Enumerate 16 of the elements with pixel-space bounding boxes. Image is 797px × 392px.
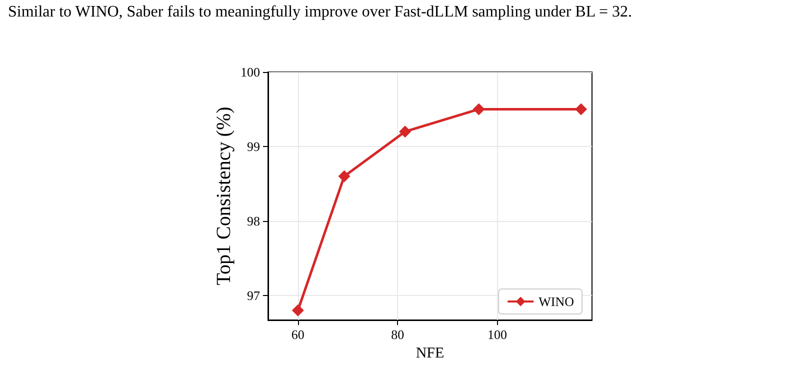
legend-label: WINO xyxy=(538,294,574,309)
point xyxy=(399,126,412,138)
y-axis-title: Top1 Consistency (%) xyxy=(213,106,235,286)
point xyxy=(338,170,350,182)
point xyxy=(292,304,304,316)
y-tick-label: 99 xyxy=(247,138,260,154)
y-tick-label: 98 xyxy=(247,213,260,228)
y-tick-label: 100 xyxy=(240,64,260,80)
text: Similar to WINO, Saber fails to meaningfully improve over Fast-dLLM sampling under BL = 32. xyxy=(8,4,632,20)
y-tick-label: 97 xyxy=(247,288,260,303)
x-tick-label: 100 xyxy=(488,327,508,342)
point xyxy=(575,103,588,116)
x-axis-title: NFE xyxy=(416,346,444,362)
x-tick-label: 80 xyxy=(391,327,404,342)
point xyxy=(472,103,485,116)
x-tick-label: 60 xyxy=(291,327,304,342)
